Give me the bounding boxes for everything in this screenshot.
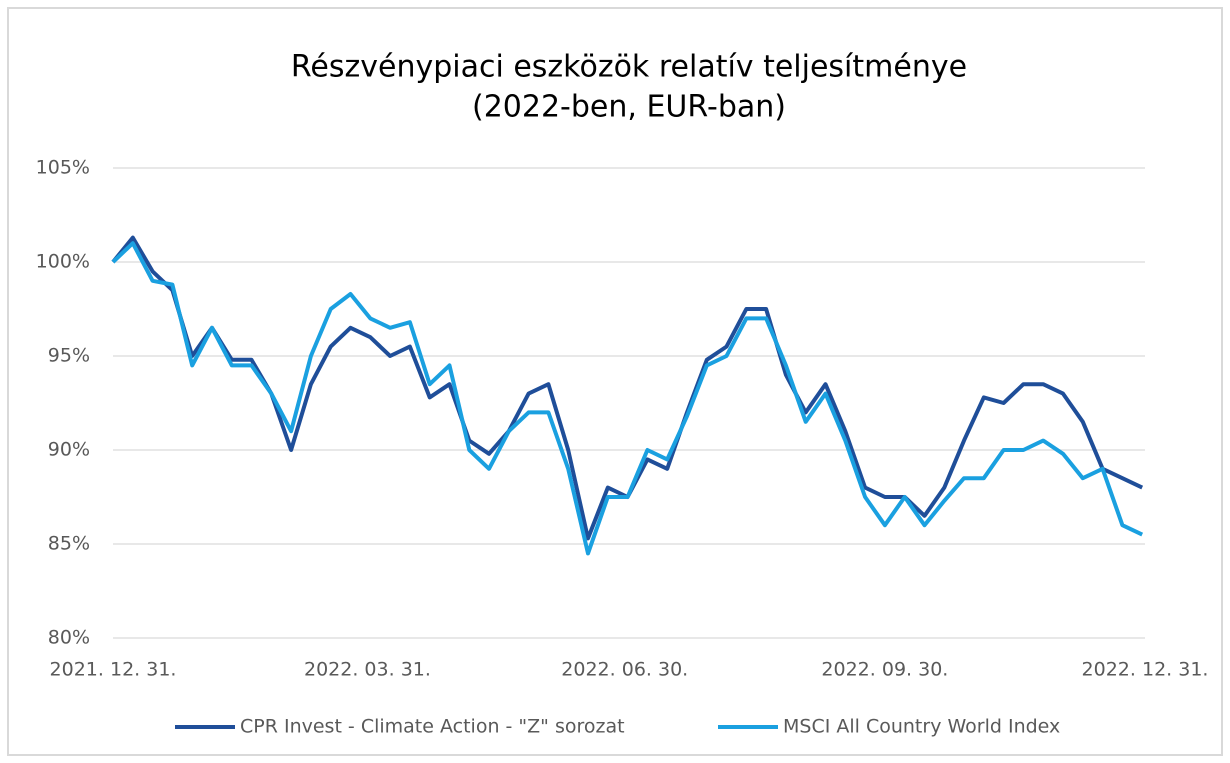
y-tick-label: 95% bbox=[48, 345, 90, 367]
x-tick-label: 2022. 12. 31. bbox=[1082, 659, 1209, 681]
x-tick-label: 2022. 09. 30. bbox=[821, 659, 948, 681]
y-tick-label: 100% bbox=[36, 251, 90, 273]
x-tick-label: 2022. 03. 31. bbox=[304, 659, 431, 681]
y-tick-label: 85% bbox=[48, 533, 90, 555]
chart-subtitle: (2022-ben, EUR-ban) bbox=[472, 90, 786, 125]
y-tick-label: 90% bbox=[48, 439, 90, 461]
line-series bbox=[111, 241, 1144, 556]
chart-title: Részvénypiaci eszközök relatív teljesítm… bbox=[291, 50, 967, 85]
legend-label: CPR Invest - Climate Action - "Z" soroza… bbox=[240, 716, 625, 738]
x-tick-label: 2021. 12. 31. bbox=[50, 659, 177, 681]
x-tick-label: 2022. 06. 30. bbox=[561, 659, 688, 681]
legend-label: MSCI All Country World Index bbox=[783, 716, 1060, 738]
y-tick-label: 80% bbox=[48, 627, 90, 649]
chart-frame bbox=[7, 7, 1223, 756]
y-tick-label: 105% bbox=[36, 157, 90, 179]
